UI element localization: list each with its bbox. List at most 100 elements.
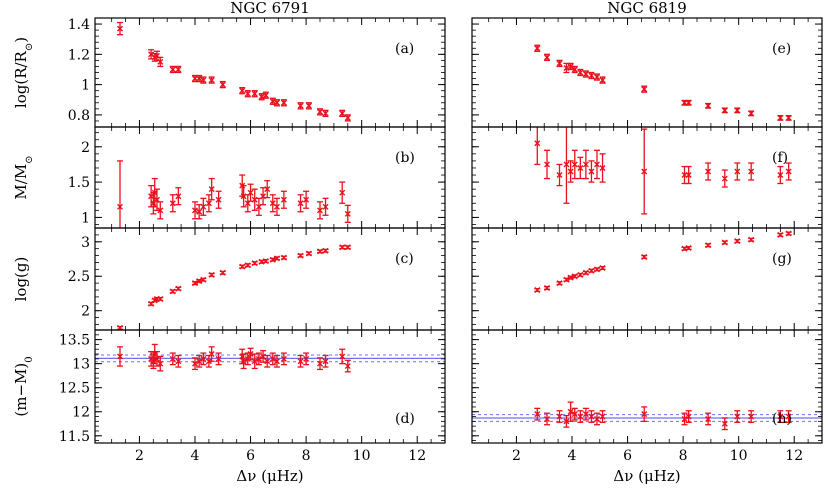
data-point (322, 247, 329, 254)
panel-label: (e) (772, 41, 791, 57)
data-point (748, 110, 755, 117)
y-tick-label: 2.5 (68, 269, 90, 285)
data-point (339, 348, 346, 365)
point-marker (556, 280, 563, 287)
point-marker (588, 413, 595, 420)
data-point (571, 273, 578, 280)
x-tick-label: 8 (679, 448, 688, 464)
point-marker (273, 255, 280, 262)
point-marker (322, 203, 329, 210)
data-point (169, 194, 176, 213)
data-point (599, 76, 606, 84)
point-marker (344, 363, 351, 370)
point-marker (280, 196, 287, 203)
point-marker (247, 189, 254, 196)
panel-frame (471, 227, 823, 331)
point-marker (175, 285, 182, 292)
point-marker (317, 108, 323, 115)
point-marker (577, 413, 584, 420)
x-axis-label-left: Δν (μHz) (236, 467, 303, 485)
point-marker (556, 60, 563, 67)
point-marker (748, 110, 755, 117)
point-marker (339, 244, 346, 251)
data-point (588, 410, 595, 423)
data-point (563, 127, 570, 204)
data-point (322, 354, 329, 368)
data-point (244, 90, 251, 98)
data-point (169, 288, 176, 295)
data-point (339, 244, 346, 251)
data-point (582, 70, 589, 78)
data-point (785, 114, 792, 121)
y-tick-label: 1 (81, 210, 90, 226)
data-point (681, 412, 688, 426)
point-marker (577, 164, 584, 171)
point-marker (219, 269, 226, 276)
data-point (594, 149, 600, 180)
point-marker (344, 210, 351, 217)
point-marker (322, 247, 329, 254)
data-point (117, 160, 123, 228)
data-point (153, 188, 160, 211)
point-marker (734, 238, 741, 245)
data-point (777, 410, 784, 423)
point-marker (582, 71, 589, 78)
panel-frame (471, 17, 823, 128)
point-marker (705, 102, 712, 109)
data-point (785, 410, 792, 423)
data-point (344, 114, 351, 122)
data-points (117, 343, 351, 373)
y-axis-label: (m−M)0 (12, 356, 35, 416)
data-point (339, 109, 346, 118)
data-point (599, 410, 606, 423)
data-point (157, 295, 164, 302)
x-tick-label: 4 (191, 448, 200, 464)
data-point (544, 149, 550, 180)
data-point (219, 80, 226, 89)
panel-frame (471, 329, 823, 444)
point-marker (599, 164, 606, 171)
panel-frame (471, 126, 823, 229)
data-point (577, 271, 584, 278)
point-marker (208, 186, 215, 193)
point-marker (247, 351, 254, 358)
point-marker (317, 360, 323, 367)
data-point (244, 262, 251, 269)
data-point (641, 128, 648, 215)
panel-h: 2 4 6 8 10 12 (h) (471, 329, 823, 464)
y-tick-label: 12 (72, 405, 90, 421)
data-point (175, 187, 182, 206)
data-point (685, 410, 692, 423)
y-tick-label: 1.4 (68, 17, 90, 33)
panel-e: (e) NGC 6819 (471, 0, 823, 128)
point-marker (264, 358, 271, 365)
point-marker (251, 90, 258, 97)
point-marker (269, 355, 276, 362)
data-point (785, 162, 792, 181)
point-marker (777, 413, 784, 420)
data-points (534, 401, 792, 431)
data-point (317, 248, 323, 255)
point-marker (208, 351, 215, 358)
data-point (344, 204, 351, 223)
data-point (200, 197, 207, 216)
point-marker (721, 175, 728, 182)
y-axis-label: M/M⊙ (12, 155, 35, 199)
point-marker (175, 66, 182, 73)
data-point (200, 276, 207, 283)
data-point (269, 352, 276, 366)
data-point (273, 99, 280, 107)
x-tick-label: 10 (353, 448, 371, 464)
y-tick-label: 3 (81, 235, 90, 251)
point-marker (588, 267, 595, 274)
point-marker (594, 161, 600, 168)
panel-label: (f) (772, 150, 788, 166)
data-point (571, 149, 578, 180)
point-marker (262, 92, 269, 99)
point-marker (734, 168, 741, 175)
point-marker (339, 110, 346, 117)
point-marker (280, 99, 287, 106)
data-point (556, 280, 563, 287)
point-marker (641, 86, 648, 93)
point-marker (567, 168, 574, 175)
